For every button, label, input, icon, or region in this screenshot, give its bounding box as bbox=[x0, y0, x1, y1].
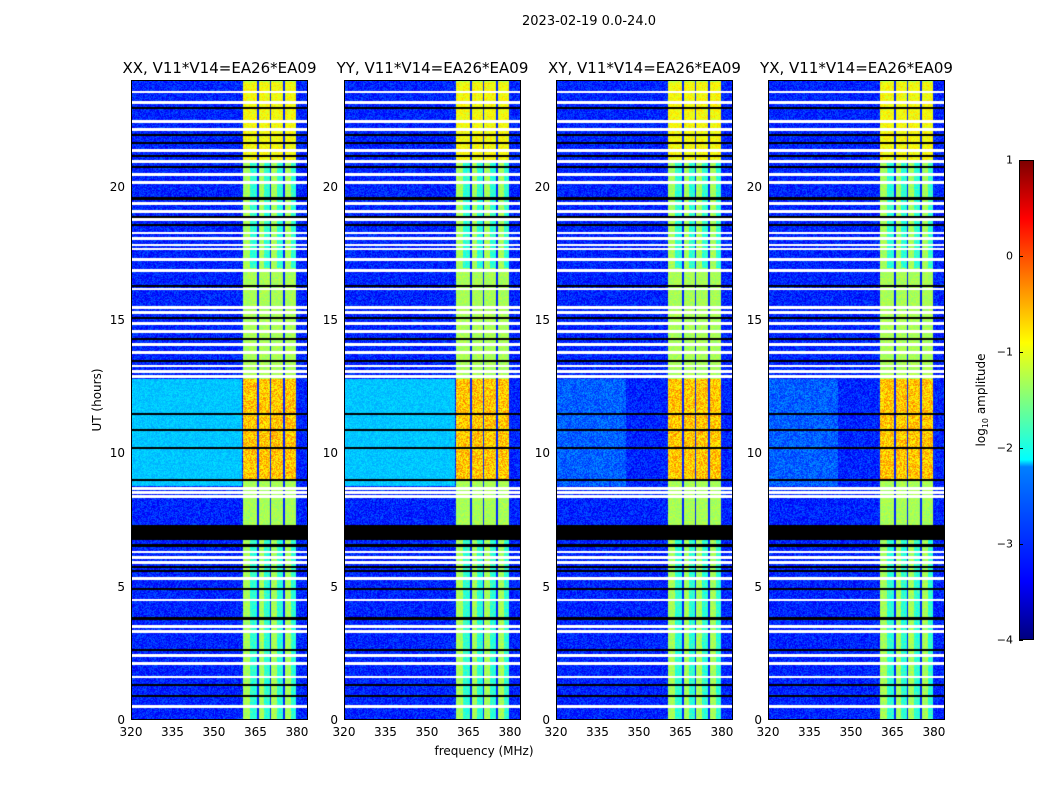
x-tick-label: 380 bbox=[285, 725, 309, 739]
x-tick-label: 365 bbox=[669, 725, 692, 739]
x-tick-label: 365 bbox=[244, 725, 267, 739]
y-axis-label: UT (hours) bbox=[90, 368, 104, 432]
y-tick-label: 0 bbox=[330, 713, 338, 727]
y-tick-label: 15 bbox=[109, 313, 125, 327]
x-tick-label: 320 bbox=[332, 725, 356, 739]
x-tick-label: 320 bbox=[119, 725, 143, 739]
x-tick-label: 335 bbox=[161, 725, 184, 739]
y-tick-label: 10 bbox=[746, 446, 762, 461]
y-tick-label: 5 bbox=[754, 579, 762, 594]
y-tick-label: 0 bbox=[542, 713, 550, 727]
y-tick-label: 20 bbox=[322, 179, 338, 194]
heatmap-image bbox=[769, 81, 944, 719]
colorbar-tick-label: −3 bbox=[996, 537, 1013, 551]
x-tick-label: 320 bbox=[544, 725, 568, 739]
x-tick-label: 380 bbox=[922, 725, 946, 739]
y-tick-label: 10 bbox=[534, 446, 550, 461]
y-tick-label: 10 bbox=[109, 446, 125, 461]
x-tick-label: 365 bbox=[881, 725, 904, 739]
colorbar-tick-mark bbox=[1019, 160, 1023, 161]
colorbar-tick-mark bbox=[1019, 544, 1023, 545]
heatmap-image bbox=[557, 81, 732, 719]
colorbar-tick-label: −4 bbox=[996, 633, 1013, 647]
colorbar-label-rest: amplitude bbox=[973, 353, 988, 418]
colorbar-tick-mark bbox=[1019, 256, 1023, 257]
x-tick-label: 350 bbox=[415, 725, 439, 739]
x-tick-label: 350 bbox=[839, 725, 863, 739]
colorbar bbox=[1019, 160, 1034, 640]
y-tick-label: 15 bbox=[534, 313, 550, 327]
x-tick-label: 350 bbox=[202, 725, 226, 739]
colorbar-tick-label: −2 bbox=[996, 441, 1013, 455]
y-tick-label: 5 bbox=[117, 579, 125, 594]
colorbar-label: log10 amplitude bbox=[974, 354, 990, 447]
y-tick-label: 20 bbox=[746, 179, 762, 194]
colorbar-tick-mark bbox=[1019, 352, 1023, 353]
panel-title: XX, V11*V14=EA26*EA09 bbox=[122, 59, 317, 77]
y-tick-label: 0 bbox=[117, 713, 125, 727]
colorbar-label-sub: 10 bbox=[981, 417, 991, 429]
figure-suptitle: 2023-02-19 0.0-24.0 bbox=[522, 14, 656, 29]
colorbar-tick-mark bbox=[1019, 448, 1023, 449]
colorbar-tick-label: 1 bbox=[1006, 153, 1013, 167]
y-tick-label: 5 bbox=[330, 579, 338, 594]
y-tick-label: 20 bbox=[534, 179, 550, 194]
x-tick-label: 380 bbox=[498, 725, 522, 739]
spectrogram-panel-xy bbox=[556, 80, 733, 720]
spectrogram-panel-yx bbox=[768, 80, 945, 720]
x-axis-label: frequency (MHz) bbox=[434, 744, 534, 758]
spectrogram-panel-xx bbox=[131, 80, 308, 720]
colorbar-tick-label: 0 bbox=[1006, 249, 1013, 263]
y-tick-label: 15 bbox=[746, 313, 762, 327]
y-tick-label: 5 bbox=[542, 579, 550, 594]
spectrogram-panel-yy bbox=[344, 80, 521, 720]
colorbar-label-base: log bbox=[973, 428, 988, 447]
x-tick-label: 335 bbox=[374, 725, 397, 739]
x-tick-label: 320 bbox=[756, 725, 780, 739]
x-tick-label: 335 bbox=[798, 725, 821, 739]
y-tick-label: 20 bbox=[109, 179, 125, 194]
y-tick-label: 15 bbox=[322, 313, 338, 327]
panel-title: XY, V11*V14=EA26*EA09 bbox=[548, 59, 741, 77]
colorbar-tick-mark bbox=[1019, 640, 1023, 641]
y-tick-label: 0 bbox=[754, 713, 762, 727]
heatmap-image bbox=[345, 81, 520, 719]
x-tick-label: 380 bbox=[710, 725, 734, 739]
colorbar-tick-label: −1 bbox=[996, 345, 1013, 359]
panel-title: YY, V11*V14=EA26*EA09 bbox=[336, 59, 529, 77]
x-tick-label: 365 bbox=[457, 725, 480, 739]
y-tick-label: 10 bbox=[322, 446, 338, 461]
x-tick-label: 335 bbox=[586, 725, 609, 739]
panel-title: YX, V11*V14=EA26*EA09 bbox=[760, 59, 953, 77]
x-tick-label: 350 bbox=[627, 725, 651, 739]
heatmap-image bbox=[132, 81, 307, 719]
